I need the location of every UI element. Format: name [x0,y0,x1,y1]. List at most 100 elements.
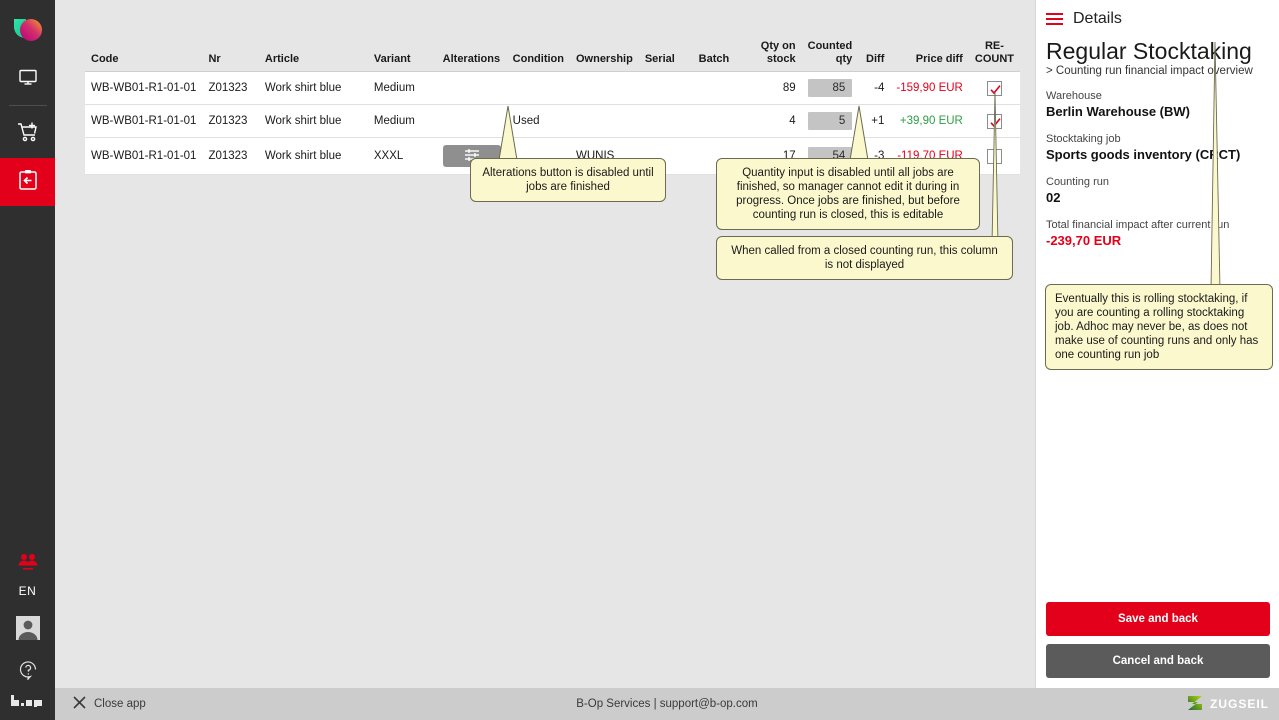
main-content: Code Nr Article Variant Alterations Cond… [55,0,1035,688]
sidebar-item-users[interactable] [0,542,55,586]
rail-divider [8,105,47,106]
col-header-condition[interactable]: Condition [506,36,570,72]
cart-add-icon [16,121,40,148]
cell-serial [638,104,693,139]
cell-qty-on-stock: 89 [750,71,802,106]
cell-nr: Z01323 [202,104,259,139]
table-header: Code Nr Article Variant Alterations Cond… [85,36,1020,72]
help-question-icon [18,660,38,685]
callout-tail-quantity [843,105,877,160]
page-title: Regular Stocktaking [1046,38,1252,64]
bop-brand-logo [10,694,45,712]
counted-qty-input[interactable]: 5 [808,112,853,131]
field-warehouse-label: Warehouse [1046,90,1102,102]
zugseil-logo: ZUGSEIL [1186,694,1269,715]
recount-checkbox[interactable] [986,80,1002,96]
bottom-bar: Close app B-Op Services | support@b-op.c… [55,688,1279,720]
sidebar-item-monitor[interactable] [0,57,55,101]
col-header-ownership[interactable]: Ownership [569,36,639,72]
callout-quantity: Quantity input is disabled until all job… [716,158,980,230]
users-icon [17,553,39,576]
hamburger-menu-icon[interactable] [1046,13,1063,25]
cell-batch [692,104,751,139]
field-financial-impact-label: Total financial impact after current run [1046,219,1230,231]
callout-recount-column: When called from a closed counting run, … [716,236,1013,280]
sidebar-item-cart-add[interactable] [0,110,55,158]
table-row[interactable]: WB-WB01-R1-01-01 Z01323 Work shirt blue Med… [85,104,1020,139]
table-header-row: Code Nr Article Variant Alterations Cond… [85,36,1020,72]
callout-tail-recount-column [991,91,999,245]
field-warehouse-value: Berlin Warehouse (BW) [1046,104,1190,119]
col-header-qty-on-stock[interactable]: Qty on stock [750,36,802,72]
cell-condition: Used [506,104,570,139]
col-header-alterations[interactable]: Alterations [436,36,507,72]
save-and-back-button[interactable]: Save and back [1046,602,1270,636]
col-header-code[interactable]: Code [85,36,203,72]
callout-counting-run: Eventually this is rolling stocktaking, … [1045,284,1273,370]
col-header-batch[interactable]: Batch [692,36,751,72]
cell-article: Work shirt blue [258,104,368,139]
close-app-button[interactable]: Close app [73,696,146,712]
cell-nr: Z01323 [202,137,259,176]
sidebar-item-help[interactable] [0,650,55,694]
field-financial-impact: Total financial impact after current run… [1046,218,1269,249]
field-stocktaking-job: Stocktaking job Sports goods inventory (… [1046,132,1269,163]
callout-tail-alterations [491,105,525,160]
col-header-diff[interactable]: Diff [858,36,891,72]
field-counting-run-label: Counting run [1046,176,1109,188]
cell-nr: Z01323 [202,71,259,106]
sidebar-item-stocktaking[interactable] [0,158,55,206]
table-body: WB-WB01-R1-01-01 Z01323 Work shirt blue Med… [85,71,1020,176]
cell-serial [638,71,693,106]
col-header-variant[interactable]: Variant [367,36,437,72]
cell-code: WB-WB01-R1-01-01 [85,71,203,106]
language-indicator[interactable]: EN [18,584,37,598]
table-row[interactable]: WB-WB01-R1-01-01 Z01323 Work shirt blue Med… [85,71,1020,106]
counted-qty-input[interactable]: 85 [808,79,853,98]
app-logo-icon[interactable] [0,2,55,57]
callout-alterations: Alterations button is disabled until job… [470,158,666,202]
field-stocktaking-job-value: Sports goods inventory (CRCT) [1046,147,1241,162]
cell-qty-on-stock: 4 [750,104,802,139]
zugseil-mark-icon [1186,694,1204,715]
cell-condition [506,71,570,106]
cell-diff: -4 [858,71,891,106]
cell-counted-qty[interactable]: 5 [801,104,859,139]
col-header-serial[interactable]: Serial [638,36,693,72]
field-counting-run-value: 02 [1046,190,1061,205]
cell-price-diff: +39,90 EUR [890,104,969,139]
cell-alterations [436,71,507,106]
field-financial-impact-value: -239,70 EUR [1046,233,1122,248]
details-header-label: Details [1073,10,1122,27]
breadcrumb: > Counting run financial impact overview [1046,65,1253,77]
cell-ownership [569,104,639,139]
cancel-and-back-button[interactable]: Cancel and back [1046,644,1270,678]
support-info: B-Op Services | support@b-op.com [576,698,758,710]
sidebar-item-account[interactable] [0,606,55,650]
cell-code: WB-WB01-R1-01-01 [85,137,203,176]
col-header-recount[interactable]: RE- COUNT [968,36,1020,72]
col-header-article[interactable]: Article [258,36,368,72]
monitor-icon [18,67,38,92]
col-header-counted-qty[interactable]: Counted qty [801,36,859,72]
left-nav-rail: EN [0,0,55,720]
clipboard-arrow-left-icon [16,168,40,197]
cell-ownership [569,71,639,106]
col-header-price-diff[interactable]: Price diff [890,36,969,72]
cell-variant: Medium [367,104,437,139]
cell-counted-qty[interactable]: 85 [801,71,859,106]
cell-article: Work shirt blue [258,137,368,176]
cell-variant: XXXL [367,137,437,176]
field-warehouse: Warehouse Berlin Warehouse (BW) [1046,89,1269,120]
cell-variant: Medium [367,71,437,106]
close-x-icon [73,696,86,712]
user-avatar-icon [15,616,40,640]
zugseil-wordmark: ZUGSEIL [1209,697,1269,711]
field-stocktaking-job-label: Stocktaking job [1046,133,1121,145]
col-header-nr[interactable]: Nr [202,36,259,72]
cell-alterations [436,104,507,139]
cell-article: Work shirt blue [258,71,368,106]
cell-diff: +1 [858,104,891,139]
callout-tail-counting-run [1210,41,1221,290]
